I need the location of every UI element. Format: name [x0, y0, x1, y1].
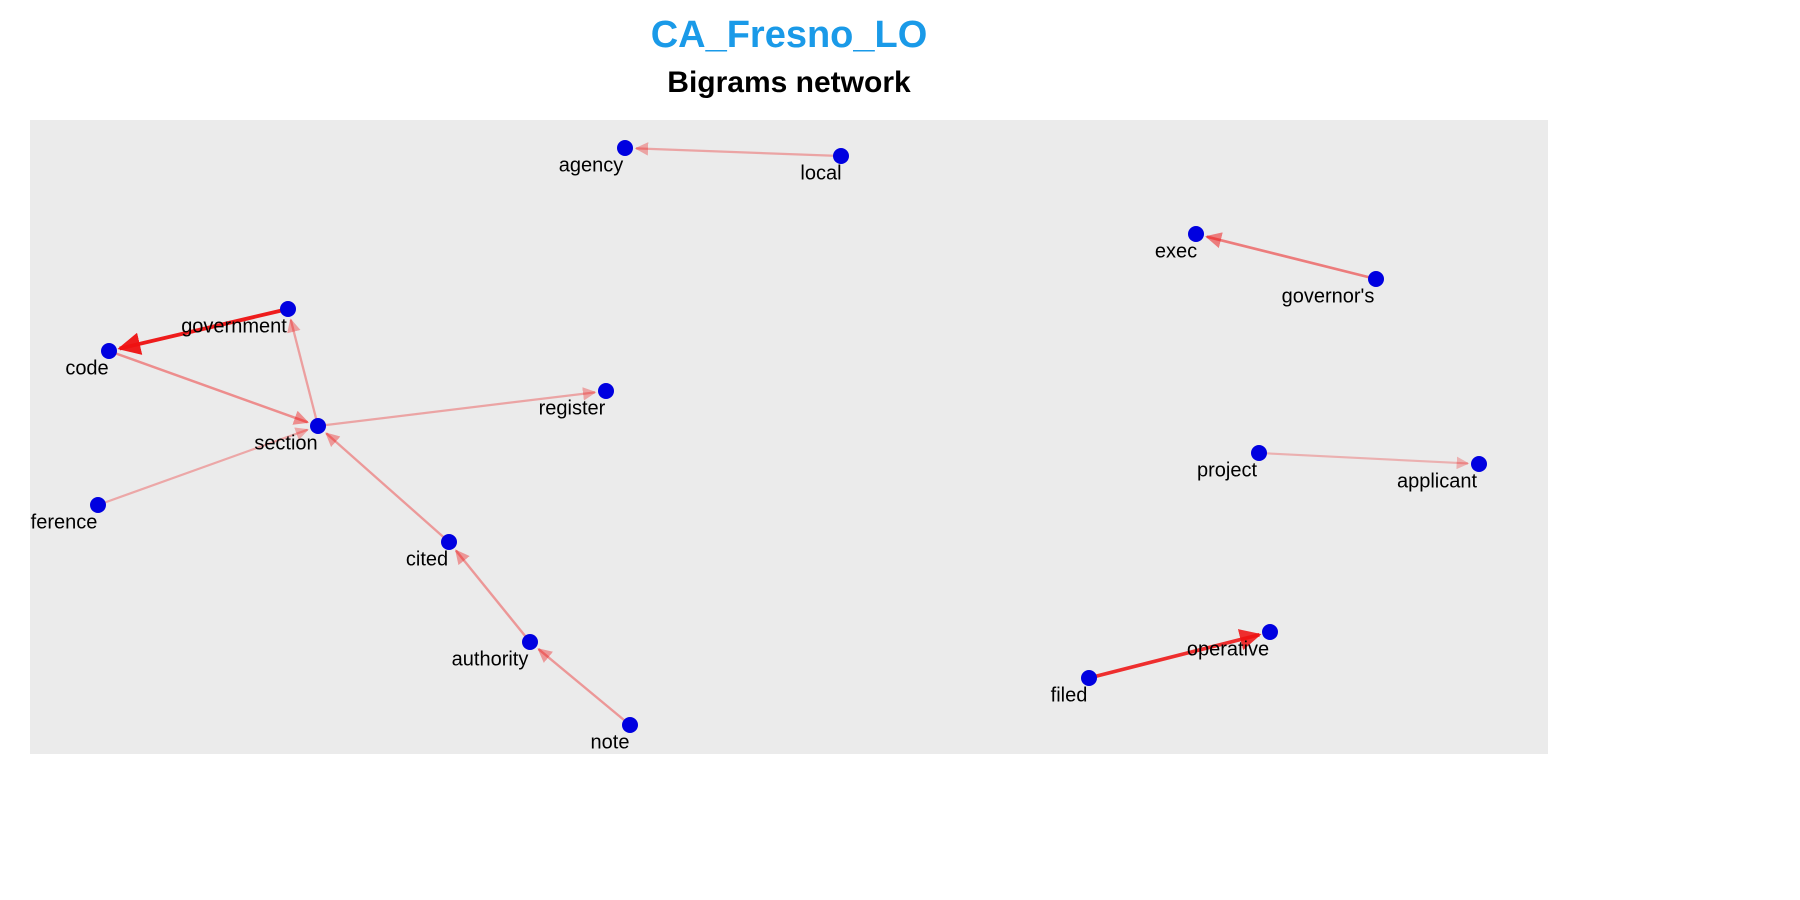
- edge-government-code: [117, 307, 289, 355]
- node-note: [622, 717, 638, 733]
- node-label-applicant: applicant: [1397, 471, 1478, 493]
- node-label-project: project: [1197, 460, 1257, 482]
- edge-local-agency: [634, 142, 842, 158]
- network-panel: [30, 120, 1548, 754]
- node-label-code: code: [65, 358, 108, 380]
- node-label-government: government: [181, 316, 287, 338]
- labels-layer: agency local exec governor's government code r…: [31, 155, 1478, 754]
- chart-title: CA_Fresno_LO: [650, 14, 928, 56]
- node-label-authority: authority: [452, 649, 529, 671]
- node-applicant: [1471, 456, 1487, 472]
- node-label-register: register: [539, 398, 606, 420]
- edge-governors-exec: [1205, 232, 1377, 281]
- edge-code-section: [108, 349, 310, 425]
- nodes-layer: [90, 140, 1487, 733]
- node-authority: [522, 634, 538, 650]
- edge-filed-operative: [1088, 629, 1262, 680]
- node-label-exec: exec: [1155, 241, 1197, 263]
- node-label-cited: cited: [406, 549, 448, 571]
- node-project: [1251, 445, 1267, 461]
- node-operative: [1262, 624, 1278, 640]
- edge-project-applicant: [1258, 451, 1470, 470]
- node-cited: [441, 534, 457, 550]
- edge-note-authority: [537, 648, 631, 726]
- edge-reference-section: [97, 427, 309, 507]
- node-label-note: note: [591, 732, 630, 754]
- node-label-governors: governor's: [1282, 286, 1375, 308]
- node-reference: [90, 497, 106, 513]
- node-local: [833, 148, 849, 164]
- node-label-section: section: [254, 433, 317, 455]
- node-exec: [1188, 226, 1204, 242]
- node-label-local: local: [800, 163, 841, 185]
- edge-cited-section: [325, 432, 450, 543]
- edge-authority-cited: [454, 549, 531, 643]
- node-government: [280, 301, 296, 317]
- node-label-operative: operative: [1187, 639, 1269, 661]
- chart-subtitle: Bigrams network: [667, 66, 911, 99]
- node-filed: [1081, 670, 1097, 686]
- edge-section-government: [287, 318, 320, 427]
- node-agency: [617, 140, 633, 156]
- node-section: [310, 418, 326, 434]
- edges-layer: [97, 142, 1470, 726]
- node-governors: [1368, 271, 1384, 287]
- edge-section-register: [317, 387, 597, 428]
- node-label-filed: filed: [1051, 685, 1088, 707]
- node-label-agency: agency: [559, 155, 624, 177]
- node-code: [101, 343, 117, 359]
- node-label-reference: ference: [31, 512, 98, 534]
- node-register: [598, 383, 614, 399]
